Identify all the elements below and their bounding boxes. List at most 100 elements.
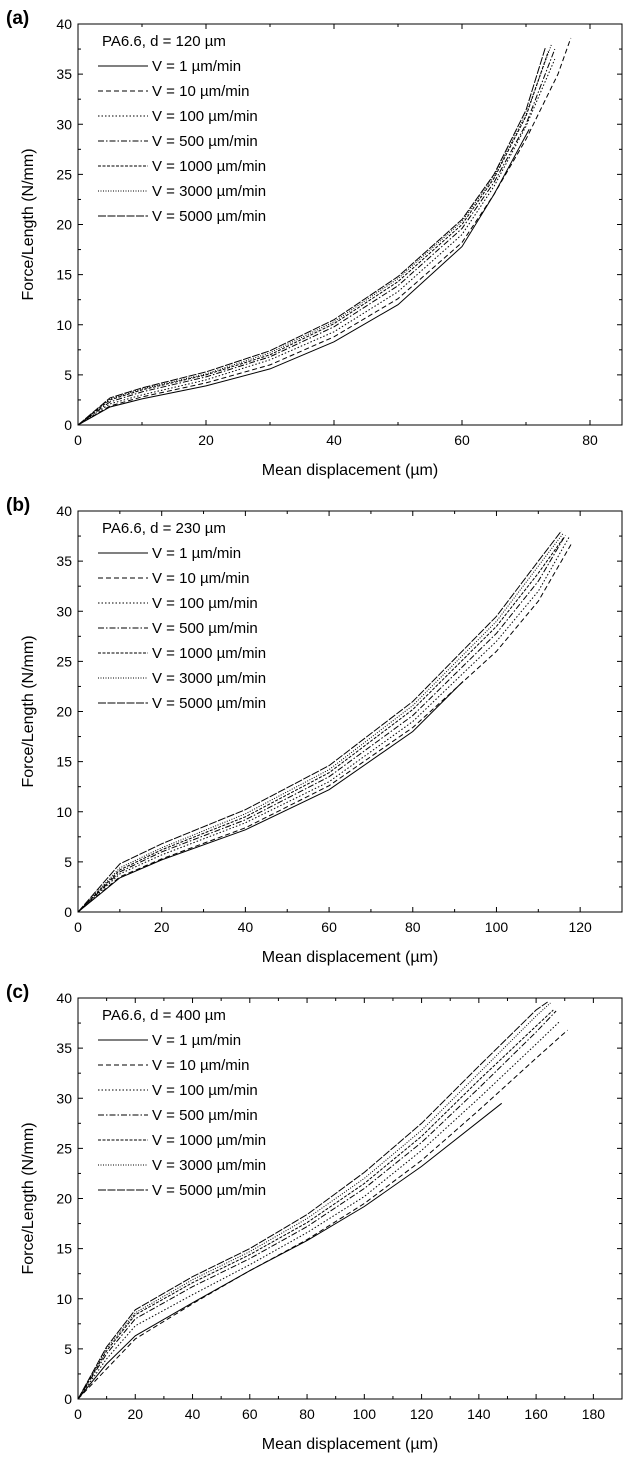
chart-panel-c: (c) 0 5 10 15 20 25 30 35 40 0 20 40 60 80 100 120 140 160… xyxy=(0,974,624,1461)
y-axis-title: Force/Length (N/mm) xyxy=(20,635,37,787)
legend-label-2: V = 10 µm/min xyxy=(152,1057,249,1074)
series-line-2 xyxy=(78,1029,568,1399)
series-line-7 xyxy=(78,47,546,425)
series-line-1 xyxy=(78,129,530,425)
y-tick-label: 35 xyxy=(56,66,72,82)
x-tick-label: 0 xyxy=(74,432,82,448)
x-tick-label: 80 xyxy=(405,919,421,935)
y-tick-label: 20 xyxy=(56,1191,72,1207)
x-tick-label: 20 xyxy=(127,1406,143,1422)
chart-panel-b: (b) 0 5 10 15 20 25 30 35 40 0 20 40 60 80 100 120 Mean d… xyxy=(0,487,624,974)
series-line-2 xyxy=(78,37,572,425)
y-tick-label: 10 xyxy=(56,804,72,820)
legend-label-2: V = 10 µm/min xyxy=(152,570,249,587)
chart-svg: (c) 0 5 10 15 20 25 30 35 40 0 20 40 60 80 100 120 140 160… xyxy=(6,982,623,1453)
y-tick-label: 30 xyxy=(56,603,72,619)
y-tick-label: 5 xyxy=(64,1341,72,1357)
x-tick-label: 120 xyxy=(568,919,592,935)
y-tick-label: 15 xyxy=(56,754,72,770)
y-tick-label: 0 xyxy=(64,417,72,433)
series-line-3 xyxy=(78,535,571,912)
x-tick-label: 40 xyxy=(326,432,342,448)
legend-label-4: V = 500 µm/min xyxy=(152,133,258,150)
legend-label-1: V = 1 µm/min xyxy=(152,58,241,75)
x-tick-label: 160 xyxy=(524,1406,548,1422)
y-axis-title: Force/Length (N/mm) xyxy=(20,1122,37,1274)
x-tick-label: 100 xyxy=(353,1406,377,1422)
y-tick-label: 30 xyxy=(56,1090,72,1106)
legend-label-1: V = 1 µm/min xyxy=(152,1032,241,1049)
series-line-3 xyxy=(78,58,556,425)
panel-label: (c) xyxy=(6,982,29,1003)
series-line-5 xyxy=(78,537,564,912)
legend-title: PA6.6, d = 400 µm xyxy=(102,1007,226,1024)
legend-label-1: V = 1 µm/min xyxy=(152,545,241,562)
x-tick-label: 20 xyxy=(198,432,214,448)
legend-label-6: V = 3000 µm/min xyxy=(152,1157,266,1174)
legend-label-6: V = 3000 µm/min xyxy=(152,670,266,687)
legend-label-3: V = 100 µm/min xyxy=(152,108,258,125)
legend-title: PA6.6, d = 230 µm xyxy=(102,520,226,537)
series-line-5 xyxy=(78,1009,554,1399)
series-line-3 xyxy=(78,1021,560,1399)
series-line-1 xyxy=(78,1102,503,1399)
legend-label-3: V = 100 µm/min xyxy=(152,595,258,612)
chart-svg: (a) 0 5 10 15 20 25 30 35 40 0 20 40 60 80 Mean displac… xyxy=(6,8,623,479)
y-tick-label: 0 xyxy=(64,1391,72,1407)
y-tick-label: 30 xyxy=(56,116,72,132)
y-tick-label: 10 xyxy=(56,317,72,333)
series-line-4 xyxy=(78,1010,557,1399)
series-line-4 xyxy=(78,48,556,425)
x-axis-title: Mean displacement (µm) xyxy=(262,462,438,479)
x-tick-label: 100 xyxy=(485,919,509,935)
series-line-6 xyxy=(78,43,553,425)
x-tick-label: 80 xyxy=(582,432,598,448)
y-tick-label: 40 xyxy=(56,503,72,519)
series-line-4 xyxy=(78,534,566,912)
panel-label: (a) xyxy=(6,8,29,29)
y-tick-label: 25 xyxy=(56,653,72,669)
chart-panel-a: (a) 0 5 10 15 20 25 30 35 40 0 20 40 60 80 Mean displac… xyxy=(0,0,624,487)
legend-label-3: V = 100 µm/min xyxy=(152,1082,258,1099)
legend-label-5: V = 1000 µm/min xyxy=(152,645,266,662)
y-tick-label: 40 xyxy=(56,990,72,1006)
legend-label-5: V = 1000 µm/min xyxy=(152,1132,266,1149)
legend-label-7: V = 5000 µm/min xyxy=(152,695,266,712)
x-tick-label: 60 xyxy=(321,919,337,935)
legend-label-2: V = 10 µm/min xyxy=(152,83,249,100)
x-tick-label: 40 xyxy=(185,1406,201,1422)
legend-label-4: V = 500 µm/min xyxy=(152,1107,258,1124)
y-tick-label: 20 xyxy=(56,217,72,233)
y-tick-label: 25 xyxy=(56,1140,72,1156)
series-line-6 xyxy=(78,1002,551,1399)
x-tick-label: 40 xyxy=(238,919,254,935)
y-tick-label: 5 xyxy=(64,367,72,383)
legend-label-7: V = 5000 µm/min xyxy=(152,1182,266,1199)
y-tick-label: 0 xyxy=(64,904,72,920)
x-axis-title: Mean displacement (µm) xyxy=(262,1436,438,1453)
x-tick-label: 80 xyxy=(299,1406,315,1422)
x-tick-label: 180 xyxy=(582,1406,606,1422)
legend-label-7: V = 5000 µm/min xyxy=(152,208,266,225)
x-tick-label: 140 xyxy=(467,1406,491,1422)
x-axis-title: Mean displacement (µm) xyxy=(262,949,438,966)
series-line-7 xyxy=(78,530,562,912)
y-tick-label: 15 xyxy=(56,1241,72,1257)
y-tick-label: 15 xyxy=(56,267,72,283)
y-tick-label: 40 xyxy=(56,16,72,32)
series-line-5 xyxy=(78,50,549,425)
legend-title: PA6.6, d = 120 µm xyxy=(102,33,226,50)
y-tick-label: 25 xyxy=(56,166,72,182)
y-axis-title: Force/Length (N/mm) xyxy=(20,148,37,300)
x-tick-label: 120 xyxy=(410,1406,434,1422)
series-line-7 xyxy=(78,1001,548,1399)
x-tick-label: 0 xyxy=(74,919,82,935)
x-tick-label: 0 xyxy=(74,1406,82,1422)
chart-svg: (b) 0 5 10 15 20 25 30 35 40 0 20 40 60 80 100 120 Mean d… xyxy=(6,495,623,966)
series-line-2 xyxy=(78,542,573,912)
y-tick-label: 35 xyxy=(56,553,72,569)
series-line-1 xyxy=(78,681,464,912)
series-line-6 xyxy=(78,532,564,912)
x-tick-label: 60 xyxy=(242,1406,258,1422)
x-tick-label: 20 xyxy=(154,919,170,935)
